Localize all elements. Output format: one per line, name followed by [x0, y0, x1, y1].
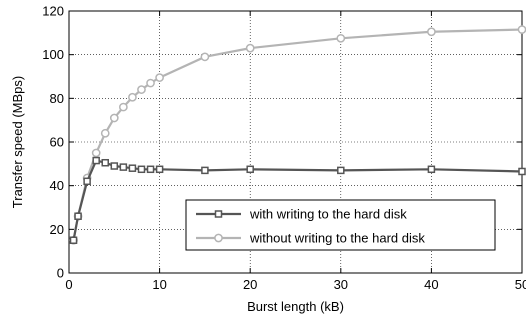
x-tick-label: 10 — [152, 277, 166, 292]
data-point-circle — [100, 128, 110, 138]
data-point-circle — [214, 233, 223, 243]
legend-item-0: with writing to the hard disk — [196, 207, 407, 222]
data-point-square — [137, 165, 146, 174]
legend-label: without writing to the hard disk — [249, 231, 425, 246]
data-point-circle — [427, 27, 436, 37]
data-point-square — [128, 164, 137, 172]
data-point-square — [74, 212, 82, 220]
grid — [69, 11, 522, 273]
legend-box — [185, 199, 496, 251]
y-tick-label: 20 — [50, 222, 64, 237]
data-point-square — [518, 167, 526, 176]
x-tick-label: 40 — [424, 277, 438, 292]
data-point-square — [119, 163, 128, 171]
data-point-circle — [200, 52, 210, 62]
data-point-circle — [128, 92, 137, 102]
data-point-circle — [155, 73, 164, 82]
x-tick-label: 50 — [515, 277, 526, 292]
data-point-square — [83, 177, 91, 186]
series — [69, 25, 526, 245]
data-point-square — [214, 210, 223, 218]
data-point-square — [146, 165, 155, 174]
data-point-square — [201, 166, 209, 175]
series-line — [72, 28, 523, 241]
data-point-circle — [119, 102, 128, 112]
x-tick-label: 20 — [243, 277, 257, 292]
data-point-square — [92, 156, 100, 165]
series-0 — [69, 156, 526, 244]
data-point-circle — [146, 78, 155, 88]
data-point-square — [110, 162, 119, 170]
y-tick-label: 80 — [50, 91, 64, 106]
data-point-square — [337, 166, 345, 175]
y-tick-label: 0 — [57, 266, 64, 281]
series-line — [72, 159, 523, 241]
ticks: 0 10 20 30 40 50 0 20 40 60 80 100 120 — [42, 4, 526, 293]
data-point-circle — [336, 33, 346, 43]
legend-label: with writing to the hard disk — [249, 207, 407, 222]
data-point-square — [427, 165, 436, 174]
data-point-circle — [137, 85, 146, 94]
data-point-square — [69, 236, 78, 244]
data-point-circle — [91, 148, 101, 158]
data-point-circle — [245, 43, 255, 53]
y-axis-label: Transfer speed (MBps) — [10, 76, 25, 208]
y-tick-label: 40 — [50, 178, 64, 193]
y-tick-label: 60 — [50, 135, 64, 150]
data-point-square — [101, 158, 109, 167]
y-tick-label: 100 — [42, 47, 64, 62]
x-tick-label: 30 — [334, 277, 348, 292]
data-point-square — [155, 165, 164, 174]
y-tick-label: 120 — [42, 4, 64, 19]
x-tick-label: 0 — [65, 277, 72, 292]
data-point-circle — [517, 25, 526, 34]
legend: with writing to the hard disk without wri… — [185, 199, 496, 251]
legend-item-1: without writing to the hard disk — [196, 231, 425, 246]
data-point-circle — [109, 113, 119, 123]
x-axis-label: Burst length (kB) — [247, 299, 344, 314]
data-point-square — [246, 165, 254, 174]
